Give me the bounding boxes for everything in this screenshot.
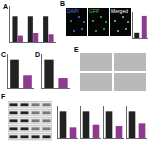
html-text:Merged: Merged	[111, 8, 128, 14]
html-text:DAPI: DAPI	[67, 8, 79, 14]
svg-text:C: C	[1, 51, 6, 58]
html-text:B: B	[60, 0, 66, 7]
svg-text:D: D	[35, 51, 40, 58]
html-text:GFP: GFP	[89, 8, 100, 14]
svg-text:A: A	[3, 3, 8, 10]
html-text:F: F	[1, 93, 6, 100]
html-text:E: E	[74, 46, 79, 53]
